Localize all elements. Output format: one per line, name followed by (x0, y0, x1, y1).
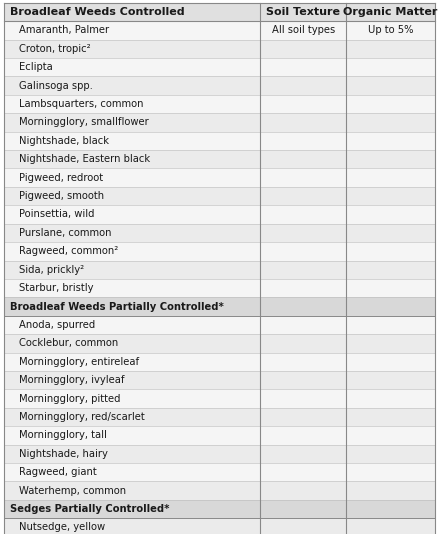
Text: Waterhemp, common: Waterhemp, common (19, 485, 126, 496)
Text: Croton, tropic²: Croton, tropic² (19, 44, 91, 54)
Text: Sida, prickly²: Sida, prickly² (19, 265, 84, 274)
Bar (4, 297, 434, 316)
Bar (4, 482, 434, 500)
Bar (4, 76, 434, 95)
Text: Organic Matter: Organic Matter (343, 7, 437, 17)
Bar (4, 316, 434, 334)
Text: Anoda, spurred: Anoda, spurred (19, 320, 95, 330)
Text: Amaranth, Palmer: Amaranth, Palmer (19, 26, 109, 35)
Text: Galinsoga spp.: Galinsoga spp. (19, 81, 93, 91)
Bar (4, 205, 434, 224)
Bar (4, 261, 434, 279)
Text: Morningglory, red/scarlet: Morningglory, red/scarlet (19, 412, 145, 422)
Text: Pigweed, smooth: Pigweed, smooth (19, 191, 104, 201)
Text: Broadleaf Weeds Controlled: Broadleaf Weeds Controlled (10, 7, 184, 17)
Bar (4, 242, 434, 261)
Text: Ragweed, giant: Ragweed, giant (19, 467, 97, 477)
Bar (4, 279, 434, 297)
Text: Sedges Partially Controlled*: Sedges Partially Controlled* (10, 504, 169, 514)
Text: Morningglory, tall: Morningglory, tall (19, 430, 107, 441)
Bar (4, 500, 434, 519)
Text: Morningglory, entireleaf: Morningglory, entireleaf (19, 357, 139, 367)
Bar (4, 224, 434, 242)
Bar (4, 371, 434, 389)
Text: Ragweed, common²: Ragweed, common² (19, 246, 118, 256)
Text: Morningglory, pitted: Morningglory, pitted (19, 394, 120, 404)
Bar (4, 408, 434, 426)
Text: Up to 5%: Up to 5% (367, 26, 412, 35)
Bar (4, 58, 434, 76)
Bar (4, 334, 434, 352)
Text: Soil Texture: Soil Texture (266, 7, 339, 17)
Bar (4, 187, 434, 205)
Text: Starbur, bristly: Starbur, bristly (19, 283, 94, 293)
Text: Pigweed, redroot: Pigweed, redroot (19, 172, 103, 183)
Bar (4, 352, 434, 371)
Bar (4, 113, 434, 132)
Text: Morningglory, ivyleaf: Morningglory, ivyleaf (19, 375, 124, 385)
Bar (4, 519, 434, 534)
Bar (4, 150, 434, 168)
Bar (4, 168, 434, 187)
Text: Cocklebur, common: Cocklebur, common (19, 339, 118, 348)
Bar (4, 95, 434, 113)
Bar (4, 40, 434, 58)
Bar (4, 426, 434, 445)
Bar (4, 21, 434, 40)
Text: Purslane, common: Purslane, common (19, 228, 112, 238)
Text: Nightshade, hairy: Nightshade, hairy (19, 449, 108, 459)
Bar (4, 445, 434, 463)
Text: Lambsquarters, common: Lambsquarters, common (19, 99, 144, 109)
Text: Morningglory, smallflower: Morningglory, smallflower (19, 117, 149, 128)
Text: All soil types: All soil types (271, 26, 334, 35)
Text: Poinsettia, wild: Poinsettia, wild (19, 209, 95, 219)
Text: Eclipta: Eclipta (19, 62, 53, 72)
Bar (4, 132, 434, 150)
Text: Nightshade, black: Nightshade, black (19, 136, 109, 146)
Bar (4, 3, 434, 21)
Text: Nightshade, Eastern black: Nightshade, Eastern black (19, 154, 150, 164)
Text: Broadleaf Weeds Partially Controlled*: Broadleaf Weeds Partially Controlled* (10, 302, 223, 311)
Bar (4, 463, 434, 482)
Text: Nutsedge, yellow: Nutsedge, yellow (19, 522, 105, 532)
Bar (4, 389, 434, 408)
